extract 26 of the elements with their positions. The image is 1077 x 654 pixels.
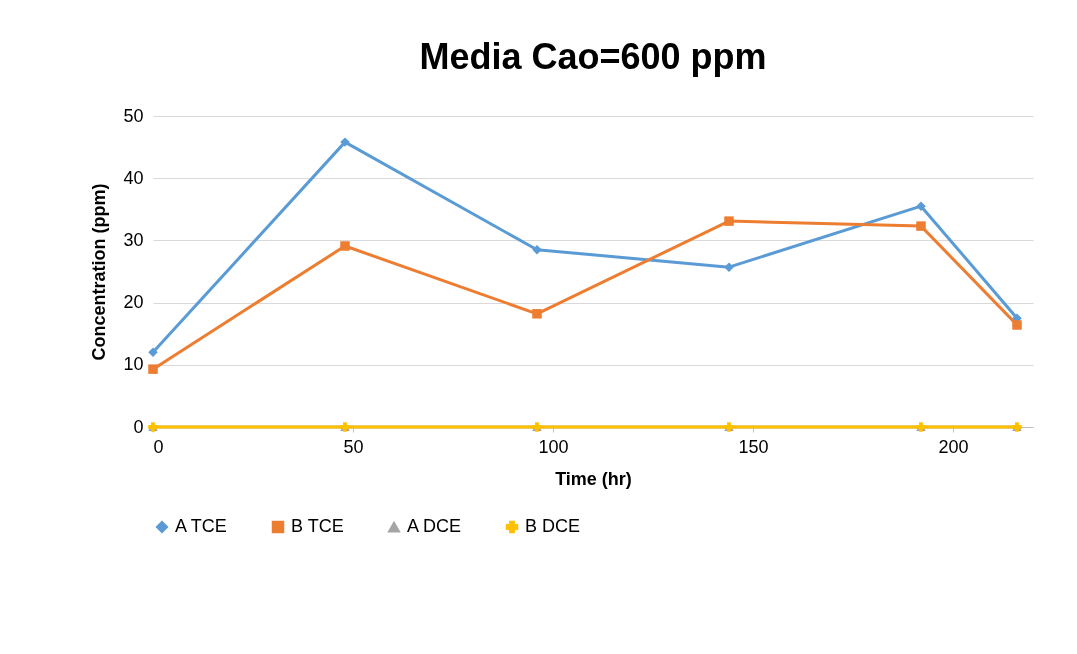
x-tick-label: 200 <box>938 436 969 457</box>
y-tick-label: 40 <box>123 167 144 188</box>
legend-label: A DCE <box>407 516 462 536</box>
y-tick-label: 0 <box>133 416 144 437</box>
point <box>532 309 542 319</box>
x-tick-label: 50 <box>343 436 364 457</box>
x-tick-label: 150 <box>738 436 769 457</box>
point <box>532 244 542 255</box>
y-tick-label: 50 <box>123 105 144 126</box>
point <box>1012 320 1022 330</box>
y-tick-label: 30 <box>123 229 144 250</box>
point <box>340 241 350 251</box>
point <box>916 221 926 231</box>
legend-label: A TCE <box>175 516 227 536</box>
y-tick-label: 20 <box>123 292 144 313</box>
x-tick-label: 0 <box>153 436 164 457</box>
y-axis-title: Concentration (ppm) <box>89 183 110 361</box>
y-tick-label: 10 <box>123 354 144 375</box>
point <box>148 347 158 358</box>
legend-label: B DCE <box>525 516 581 536</box>
x-tick-label: 100 <box>538 436 569 457</box>
x-axis-title: Time (hr) <box>555 468 632 489</box>
chart-title: Media Cao=600 ppm <box>419 36 767 77</box>
legend-label: B TCE <box>291 516 344 536</box>
point <box>724 216 734 226</box>
point <box>148 364 158 374</box>
